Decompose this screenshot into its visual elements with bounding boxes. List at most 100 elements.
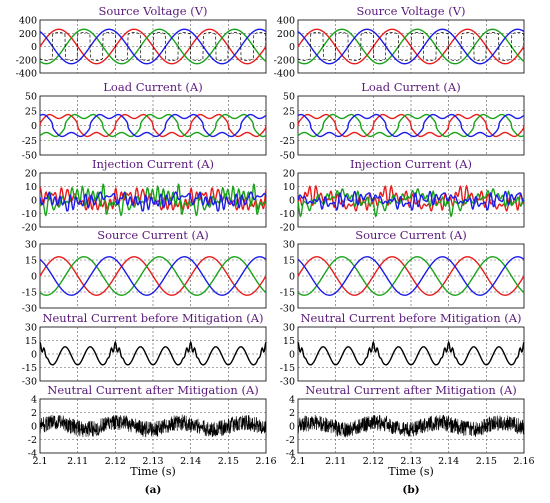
y-tick-label: -200 [16, 55, 37, 66]
panel-neutral_before-col1: Neutral Current before Mitigation (A) 30 1… [22, 311, 267, 388]
panel-load_current-col2: Load Current (A) 50 25 0 -25 -50 [280, 80, 525, 162]
panel-source_current-col2: Source Current (A) 30 15 0 -15 -30 [280, 228, 525, 315]
y-tick-label: -50 [280, 151, 295, 162]
y-tick-label: 2 [31, 408, 37, 419]
y-tick-label: -30 [280, 377, 295, 388]
y-tick-label: -400 [274, 69, 295, 80]
series-line-blue [297, 256, 525, 296]
series-line-blue [39, 191, 267, 212]
y-tick-label: 30 [283, 240, 295, 251]
series-line-green [297, 113, 525, 138]
y-tick-label: -30 [280, 304, 295, 315]
y-tick-label: 2 [289, 408, 295, 419]
series-line-dashed [39, 32, 267, 61]
y-tick-label: -2 [28, 435, 37, 446]
panel-neutral_after-col2: Neutral Current after Mitigation (A) 4 2 0 -… [286, 383, 535, 496]
panel-neutral_before-col2: Neutral Current before Mitigation (A) 30 1… [280, 311, 525, 388]
x-tick-label: 2.11 [67, 456, 88, 467]
y-tick-label: -20 [22, 223, 37, 234]
x-tick-label: 2.16 [513, 456, 534, 467]
y-tick-label: -25 [22, 136, 37, 147]
x-tick-label: 2.13 [142, 456, 163, 467]
y-tick-label: 0 [289, 350, 295, 361]
y-tick-label: 30 [283, 323, 295, 334]
y-tick-label: 20 [25, 169, 37, 180]
y-tick-label: 25 [283, 106, 295, 117]
chart-title: Neutral Current before Mitigation (A) [42, 311, 263, 325]
column-label: (a) [145, 484, 162, 496]
series-line-blue [297, 190, 525, 211]
y-tick-label: 15 [25, 256, 37, 267]
chart-title: Source Current (A) [355, 228, 467, 242]
y-tick-label: 400 [277, 16, 295, 27]
series-line-black [297, 340, 525, 366]
chart-title: Neutral Current before Mitigation (A) [300, 311, 521, 325]
x-tick-label: 2.16 [255, 456, 276, 467]
y-tick-label: 0 [31, 350, 37, 361]
y-tick-label: -15 [280, 363, 295, 374]
series-line-green [39, 113, 267, 138]
y-tick-label: 0 [31, 42, 37, 53]
y-tick-label: -400 [16, 69, 37, 80]
series-line-blue [297, 28, 525, 65]
chart-title: Neutral Current after Mitigation (A) [47, 383, 259, 397]
panel-injection_current-col1: Injection Current (A) 20 10 0 -10 -20 [22, 157, 267, 234]
x-tick-label: 2.14 [180, 456, 201, 467]
series-line-blue [39, 113, 267, 138]
x-tick-label: 2.11 [325, 456, 346, 467]
y-tick-label: -30 [22, 377, 37, 388]
series-line-green [297, 28, 525, 65]
y-tick-label: 0 [31, 121, 37, 132]
y-tick-label: 0 [289, 196, 295, 207]
series-line-red [297, 184, 525, 212]
x-tick-label: 2.1 [290, 456, 305, 467]
x-tick-label: 2.15 [476, 456, 497, 467]
series-line-green [297, 256, 525, 296]
series-line-green [297, 188, 525, 218]
y-tick-label: 50 [283, 92, 295, 103]
panel-neutral_after-col1: Neutral Current after Mitigation (A) 4 2 0 -… [28, 383, 277, 496]
panel-source_voltage-col1: Source Voltage (V) 400 200 0 -200 -400 [16, 4, 267, 80]
series-line-red [39, 256, 267, 296]
series-line-blue [297, 113, 525, 138]
x-tick-label: 2.1 [32, 456, 47, 467]
y-tick-label: 0 [289, 42, 295, 53]
series-line-dashed [297, 32, 525, 61]
chart-title: Source Voltage (V) [356, 4, 465, 18]
y-tick-label: -20 [280, 223, 295, 234]
series-line-green [39, 183, 267, 217]
series-line-black [39, 414, 267, 438]
chart-title: Source Voltage (V) [98, 4, 207, 18]
panel-injection_current-col2: Injection Current (A) 20 10 0 -10 -20 [280, 157, 525, 234]
y-tick-label: 10 [25, 182, 37, 193]
x-tick-label: 2.12 [363, 456, 384, 467]
y-tick-label: 25 [25, 106, 37, 117]
y-tick-label: 0 [31, 272, 37, 283]
series-line-red [39, 113, 267, 138]
y-tick-label: -200 [274, 55, 295, 66]
panel-source_voltage-col2: Source Voltage (V) 400 200 0 -200 -400 [274, 4, 525, 80]
x-axis-label: Time (s) [130, 465, 176, 478]
chart-title: Source Current (A) [97, 228, 209, 242]
series-line-red [297, 113, 525, 138]
series-line-black [297, 414, 525, 438]
chart-title: Injection Current (A) [92, 157, 214, 171]
y-tick-label: 15 [283, 336, 295, 347]
series-line-blue [39, 28, 267, 65]
series-line-red [297, 256, 525, 296]
y-tick-label: 20 [283, 169, 295, 180]
series-line-black [39, 340, 267, 366]
series-line-green [39, 28, 267, 65]
y-tick-label: 0 [289, 272, 295, 283]
y-tick-label: -10 [280, 209, 295, 220]
y-tick-label: -10 [22, 209, 37, 220]
x-tick-label: 2.13 [400, 456, 421, 467]
chart-title: Injection Current (A) [350, 157, 472, 171]
series-line-green [39, 256, 267, 296]
x-tick-label: 2.14 [438, 456, 459, 467]
y-tick-label: -15 [22, 363, 37, 374]
y-tick-label: -15 [280, 288, 295, 299]
y-tick-label: -2 [286, 435, 295, 446]
y-tick-label: -15 [22, 288, 37, 299]
y-tick-label: 0 [31, 196, 37, 207]
